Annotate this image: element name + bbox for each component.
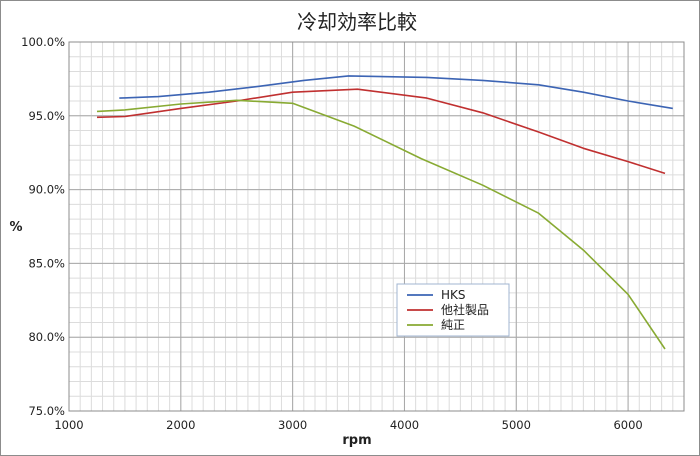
y-tick-label: 75.0% — [28, 404, 65, 418]
legend-label-1: 他社製品 — [441, 302, 489, 317]
x-tick-label: 4000 — [390, 418, 419, 432]
legend-label-0: HKS — [441, 288, 466, 302]
grid — [68, 41, 684, 412]
series-lines — [96, 75, 673, 350]
plot-area — [68, 41, 685, 412]
x-axis-title: rpm — [342, 433, 371, 448]
series-line-1 — [96, 88, 666, 175]
y-tick-label: 100.0% — [21, 35, 65, 49]
series-line-2 — [96, 99, 666, 350]
x-tick-label: 2000 — [166, 418, 195, 432]
chart-title: 冷却効率比較 — [297, 10, 417, 34]
x-tick-label: 6000 — [613, 418, 642, 432]
x-tick-label: 5000 — [502, 418, 531, 432]
x-tick-label: 3000 — [278, 418, 307, 432]
y-tick-label: 95.0% — [28, 109, 65, 123]
y-tick-label: 85.0% — [28, 256, 65, 270]
series-line-0 — [119, 75, 673, 110]
x-tick-label: 1000 — [54, 418, 83, 432]
y-tick-label: 90.0% — [28, 183, 65, 197]
legend-label-2: 純正 — [441, 318, 465, 332]
tick-labels: 1000 2000 3000 4000 5000 6000 75.0% 80.0% 85.0% 9… — [21, 35, 643, 432]
y-tick-label: 80.0% — [28, 330, 65, 344]
y-axis-title: % — [9, 220, 22, 235]
